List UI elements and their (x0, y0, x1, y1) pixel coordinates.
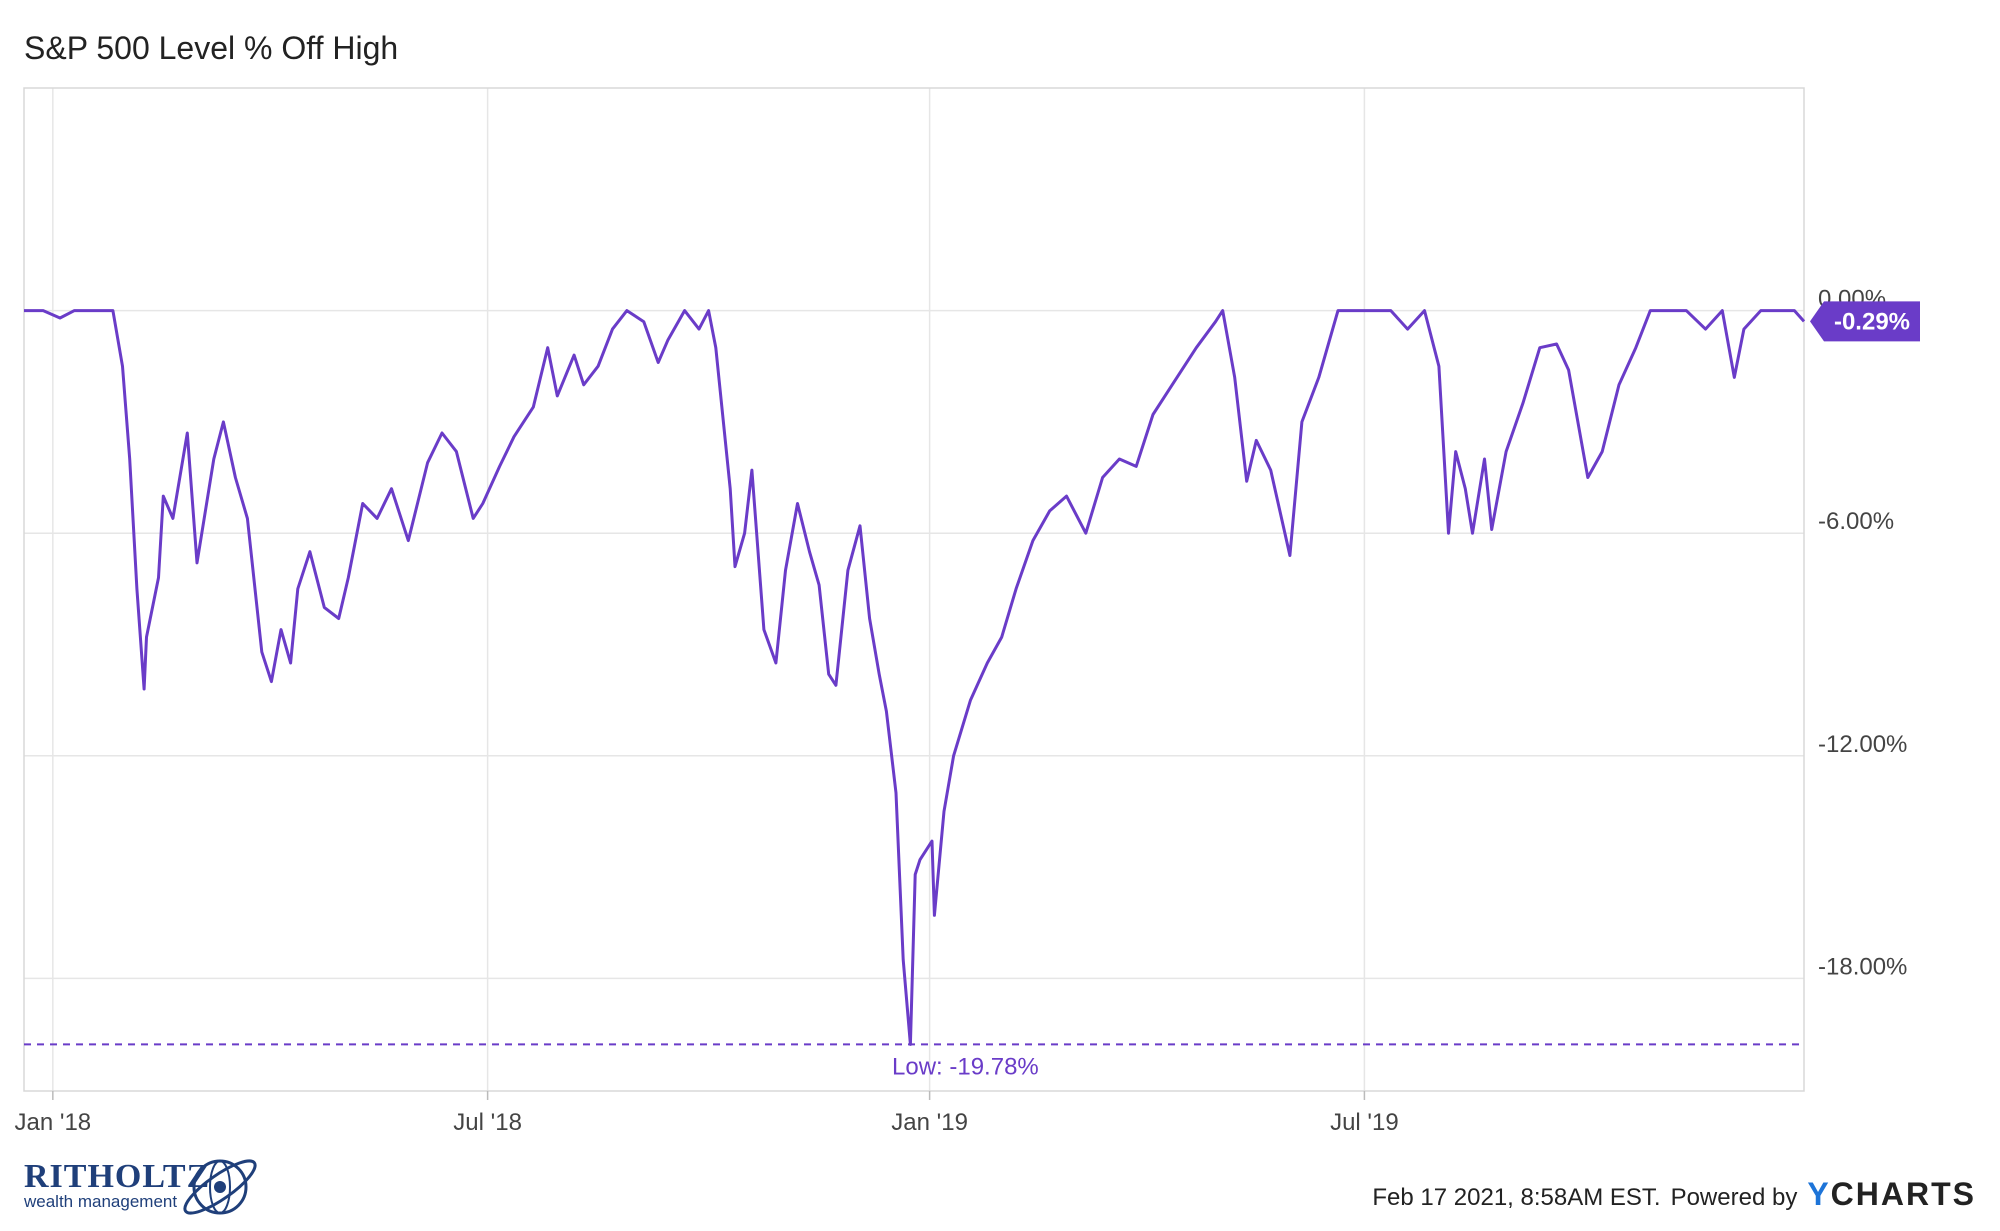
y-tick-label: -6.00% (1818, 508, 1894, 535)
plot-border (23, 87, 1805, 1092)
low-label: Low: -19.78% (892, 1053, 1039, 1080)
y-tick-label: -18.00% (1818, 953, 1907, 980)
ycharts-logo-text: CHARTS (1830, 1176, 1976, 1212)
x-axis: Jan '18 Jul '18 Jan '19 Jul '19 (15, 1091, 1399, 1136)
last-value-tag-shape (1810, 301, 1920, 342)
x-tick-label: Jan '19 (891, 1109, 968, 1136)
footer-powered-by: Powered by (1670, 1184, 1798, 1211)
last-value-tag-label: -0.29% (1834, 308, 1910, 335)
footer-timestamp: Feb 17 2021, 8:58AM EST. (1372, 1184, 1661, 1211)
series-group (24, 309, 1806, 1046)
ritholtz-logo: RITHOLTZ wealth management (24, 1158, 257, 1215)
footer: Feb 17 2021, 8:58AM EST. Powered by YCHA… (1372, 1176, 1976, 1213)
ycharts-logo-y: Y (1807, 1176, 1831, 1212)
last-value-tag: -0.29% (1810, 301, 1920, 342)
y-axis: 0.00%-6.00%-12.00%-18.00% (1818, 286, 1907, 981)
chart-title: S&P 500 Level % Off High (24, 30, 399, 66)
logo-name: RITHOLTZ (24, 1158, 211, 1195)
y-tick-label: -12.00% (1818, 731, 1907, 758)
low-line-group: Low: -19.78% (24, 1043, 1804, 1080)
globe-emblem-icon (183, 1159, 257, 1215)
logo-sub: wealth management (24, 1192, 178, 1211)
ycharts-logo: YCHARTS (1807, 1176, 1976, 1213)
grid (24, 88, 1804, 1091)
x-tick-label: Jul '19 (1330, 1109, 1399, 1136)
series-line (24, 309, 1806, 1046)
x-tick-label: Jul '18 (453, 1109, 522, 1136)
x-tick-label: Jan '18 (15, 1109, 92, 1136)
